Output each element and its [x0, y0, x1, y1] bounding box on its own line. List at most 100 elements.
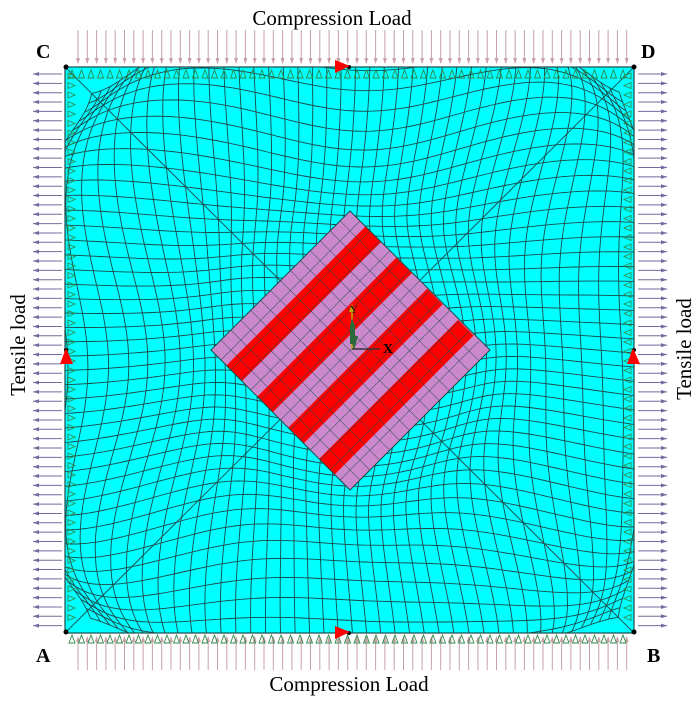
- triangle-support-icon: [343, 633, 352, 644]
- tensile-arrow-head: [33, 221, 39, 226]
- mesh-line: [65, 467, 634, 502]
- triangle-support-icon: [67, 309, 77, 318]
- triangle-support-icon: [495, 633, 504, 644]
- compression-arrow-head: [475, 58, 480, 64]
- triangle-support-icon: [622, 518, 632, 527]
- mesh-line: [67, 577, 629, 598]
- triangle-support-icon: [353, 68, 361, 79]
- tensile-arrow-head: [33, 305, 39, 310]
- tensile-arrow-head: [661, 511, 667, 516]
- triangle-support-icon: [67, 138, 77, 147]
- compression-arrow-head: [94, 58, 99, 64]
- triangle-support-icon: [343, 68, 352, 79]
- corner-label-b: B: [647, 645, 660, 667]
- triangle-support-icon: [67, 338, 77, 346]
- triangle-support-icon: [67, 176, 77, 185]
- triangle-support-icon: [67, 490, 77, 498]
- compression-arrow-head: [122, 58, 127, 64]
- tensile-arrow-head: [661, 109, 667, 114]
- triangle-support-icon: [622, 319, 632, 327]
- compression-arrow-head: [141, 636, 146, 642]
- tensile-arrow-head: [33, 511, 39, 516]
- triangle-support-icon: [239, 68, 247, 79]
- triangle-support-icon: [543, 68, 551, 79]
- node-c: [63, 64, 69, 70]
- triangle-support-icon: [622, 100, 632, 109]
- triangle-support-icon: [622, 452, 632, 460]
- compression-arrow-head: [113, 58, 118, 64]
- triangle-support-icon: [448, 68, 456, 79]
- compression-arrow-head: [76, 58, 80, 64]
- mesh-line: [320, 240, 460, 381]
- tensile-arrow-head: [661, 399, 667, 404]
- triangle-support-icon: [505, 68, 513, 79]
- compression-arrow-head: [410, 58, 415, 64]
- compression-arrow-head: [85, 58, 90, 64]
- compression-arrow-head: [448, 58, 452, 64]
- compression-arrow-head: [568, 58, 573, 64]
- corner-label-a: A: [36, 645, 51, 667]
- triangle-support-icon: [334, 633, 342, 644]
- tensile-arrow-head: [661, 221, 667, 226]
- compression-arrow-head: [624, 636, 629, 642]
- tensile-arrow-head: [661, 361, 667, 366]
- mesh-line: [65, 539, 634, 572]
- triangle-support-icon: [429, 633, 437, 644]
- patch-outline: [210, 210, 491, 491]
- tensile-arrow-head: [33, 128, 39, 133]
- compression-arrow-head: [401, 58, 406, 64]
- tensile-arrow-head: [33, 455, 39, 460]
- triangle-support-icon: [622, 499, 632, 508]
- tensile-arrow-head: [33, 277, 39, 282]
- triangle-support-icon: [622, 376, 632, 384]
- node-b: [631, 629, 637, 635]
- mesh-line: [65, 159, 634, 196]
- tensile-arrow-head: [661, 324, 667, 329]
- triangle-support-icon: [267, 68, 276, 79]
- tensile-arrow-head: [661, 305, 667, 310]
- triangle-support-icon: [622, 471, 632, 479]
- tensile-arrow-head: [33, 165, 39, 170]
- triangle-support-icon: [315, 68, 323, 79]
- top-compression-arrows: [76, 30, 629, 64]
- tensile-arrow-head: [33, 90, 39, 95]
- triangle-support-icon: [296, 68, 304, 79]
- tensile-arrow-head: [33, 240, 39, 245]
- compression-arrow-head: [382, 58, 387, 64]
- triangle-support-icon: [486, 68, 494, 79]
- tensile-arrow-head: [661, 455, 667, 460]
- triangle-support-icon: [67, 271, 77, 280]
- triangle-support-icon: [296, 633, 304, 644]
- tensile-arrow-head: [33, 361, 39, 366]
- triangle-support-icon: [67, 195, 77, 204]
- tensile-arrow-head: [33, 315, 39, 320]
- triangle-support-icon: [96, 633, 105, 644]
- triangle-support-icon: [220, 68, 228, 79]
- tensile-arrow-head: [33, 352, 39, 357]
- triangle-support-icon: [622, 547, 632, 555]
- tensile-arrow-head: [661, 100, 667, 105]
- red-triangle-marker-icon: [335, 60, 350, 73]
- triangle-support-icon: [67, 328, 77, 337]
- compression-arrow-head: [131, 58, 136, 64]
- compression-arrow-head: [466, 636, 471, 642]
- triangle-support-icon: [67, 452, 77, 460]
- bottom-compression-arrows: [76, 636, 629, 670]
- triangle-support-icon: [619, 633, 627, 644]
- triangle-support-icon: [220, 633, 228, 644]
- mesh-line: [65, 112, 634, 151]
- tensile-arrow-head: [33, 548, 39, 553]
- triangle-support-icon: [619, 68, 627, 79]
- tensile-arrow-head: [33, 614, 39, 619]
- tensile-arrow-head: [661, 623, 667, 628]
- compression-arrow-head: [624, 58, 629, 64]
- red-triangle-marker-icon: [627, 348, 640, 364]
- triangle-support-icon: [622, 186, 632, 194]
- triangle-support-icon: [400, 633, 409, 644]
- compression-arrow-head: [438, 58, 443, 64]
- tensile-arrow-head: [33, 212, 39, 217]
- compression-arrow-head: [215, 58, 220, 64]
- tensile-arrow-head: [661, 81, 667, 86]
- mesh-line: [329, 330, 470, 471]
- tensile-arrow-head: [661, 343, 667, 348]
